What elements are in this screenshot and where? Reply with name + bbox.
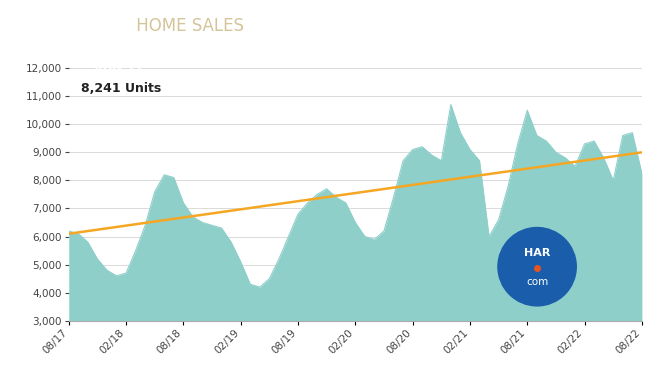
Circle shape [498, 228, 576, 306]
Text: SINGLE FAMILY:: SINGLE FAMILY: [14, 17, 158, 35]
Text: HAR: HAR [524, 248, 550, 258]
Text: 8,241 Units: 8,241 Units [81, 82, 162, 95]
Text: com: com [526, 277, 548, 287]
Text: HOME SALES: HOME SALES [131, 17, 244, 35]
Text: AUG 22: AUG 22 [94, 63, 143, 76]
